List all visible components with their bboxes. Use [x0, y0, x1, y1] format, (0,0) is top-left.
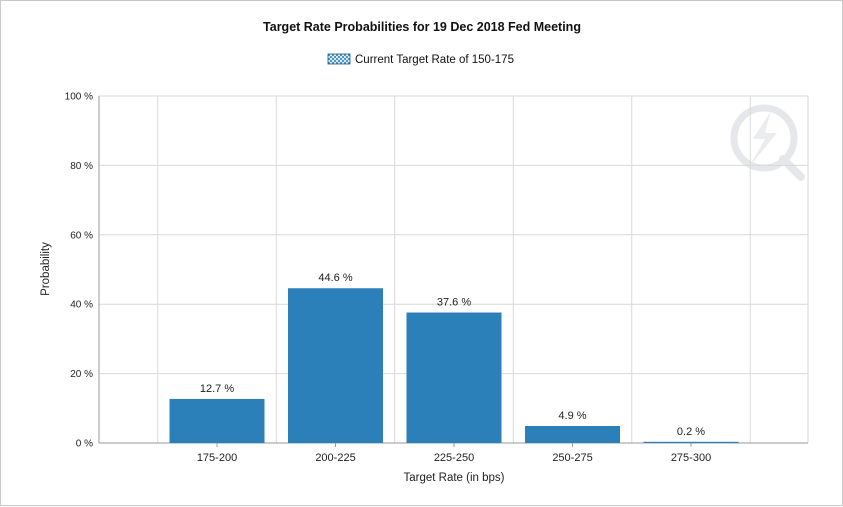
bar: [406, 312, 502, 443]
y-tick-label: 0 %: [76, 439, 93, 450]
x-tick-label: 175-200: [197, 452, 237, 464]
y-tick-label: 100 %: [65, 92, 93, 103]
cme-quikstrike-logo-icon: [730, 104, 805, 181]
y-tick-label: 20 %: [70, 369, 93, 380]
bar: [169, 398, 265, 443]
bar: [643, 441, 739, 443]
data-label: 37.6 %: [437, 297, 471, 309]
bar: [288, 288, 383, 443]
y-axis-title: Probability: [40, 242, 52, 296]
data-label: 4.9 %: [558, 410, 586, 422]
data-label: 44.6 %: [318, 272, 352, 284]
x-tick-label: 250-275: [552, 452, 592, 464]
plot-area: 0 % 20 % 40 % 60 % 80 % 100 % 12.7 % 175-200 44.…: [65, 92, 809, 464]
bar: [525, 425, 620, 443]
x-tick-label: 275-300: [671, 452, 711, 464]
x-tick-label: 200-225: [315, 452, 355, 464]
legend-label: Current Target Rate of 150-175: [355, 54, 514, 66]
legend: Current Target Rate of 150-175: [327, 53, 514, 66]
data-label: 0.2 %: [677, 426, 705, 438]
x-axis-title: Target Rate (in bps): [404, 472, 505, 484]
data-label: 12.7 %: [200, 383, 234, 395]
chart-title: Target Rate Probabilities for 19 Dec 201…: [263, 20, 581, 34]
y-tick-label: 60 %: [70, 230, 93, 241]
x-tick-label: 225-250: [434, 452, 474, 464]
y-tick-label: 80 %: [70, 161, 93, 172]
y-tick-label: 40 %: [70, 300, 93, 311]
legend-swatch: [327, 53, 351, 65]
